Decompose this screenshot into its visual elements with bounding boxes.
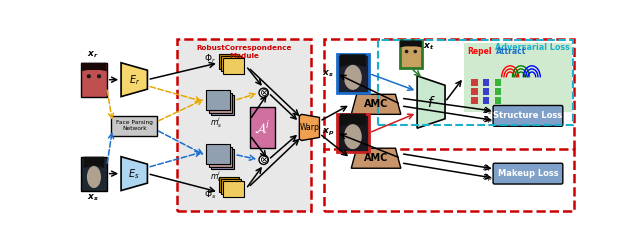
FancyBboxPatch shape bbox=[483, 79, 489, 86]
Circle shape bbox=[97, 74, 101, 78]
Text: Structure Loss: Structure Loss bbox=[493, 111, 563, 120]
Text: $\Phi_r$: $\Phi_r$ bbox=[204, 53, 216, 65]
FancyBboxPatch shape bbox=[209, 147, 232, 167]
Text: Makeup Loss: Makeup Loss bbox=[498, 169, 558, 178]
Text: $\bfit{x}_r$: $\bfit{x}_r$ bbox=[87, 50, 99, 61]
Text: Face Parsing
Network: Face Parsing Network bbox=[116, 120, 153, 131]
Text: Attract: Attract bbox=[496, 47, 527, 56]
Text: $x_r$: $x_r$ bbox=[483, 164, 492, 174]
Text: $m_s^i$: $m_s^i$ bbox=[211, 115, 223, 130]
Text: AMC: AMC bbox=[364, 99, 388, 109]
Polygon shape bbox=[121, 157, 147, 191]
Text: Adversarial Loss: Adversarial Loss bbox=[495, 43, 570, 53]
FancyBboxPatch shape bbox=[211, 149, 234, 169]
Text: $m_r^i$: $m_r^i$ bbox=[211, 169, 222, 184]
FancyBboxPatch shape bbox=[324, 39, 575, 150]
Text: $\bfit{x}_t$: $\bfit{x}_t$ bbox=[423, 42, 435, 52]
FancyBboxPatch shape bbox=[81, 157, 107, 191]
FancyBboxPatch shape bbox=[219, 177, 239, 192]
FancyBboxPatch shape bbox=[111, 116, 157, 136]
Ellipse shape bbox=[344, 65, 362, 90]
Polygon shape bbox=[351, 94, 401, 114]
FancyBboxPatch shape bbox=[472, 97, 477, 104]
Polygon shape bbox=[84, 157, 104, 168]
Text: $\mathcal{A}^i$: $\mathcal{A}^i$ bbox=[254, 119, 271, 136]
Polygon shape bbox=[417, 76, 445, 128]
FancyBboxPatch shape bbox=[483, 97, 489, 104]
FancyBboxPatch shape bbox=[495, 88, 501, 95]
Text: $\bfit{x}_s$: $\bfit{x}_s$ bbox=[323, 68, 334, 79]
Polygon shape bbox=[340, 54, 366, 67]
Circle shape bbox=[86, 74, 91, 78]
Text: $x_s$: $x_s$ bbox=[482, 106, 492, 117]
Text: $E_r$: $E_r$ bbox=[129, 73, 140, 87]
Text: AMC: AMC bbox=[364, 153, 388, 163]
Ellipse shape bbox=[344, 124, 362, 149]
Text: $\bfit{x}_s$: $\bfit{x}_s$ bbox=[87, 192, 99, 203]
FancyBboxPatch shape bbox=[206, 90, 230, 110]
FancyBboxPatch shape bbox=[493, 105, 563, 126]
FancyBboxPatch shape bbox=[223, 58, 244, 74]
Circle shape bbox=[413, 50, 417, 53]
FancyBboxPatch shape bbox=[206, 144, 230, 165]
Text: $\otimes$: $\otimes$ bbox=[259, 154, 269, 165]
FancyBboxPatch shape bbox=[324, 149, 575, 211]
FancyBboxPatch shape bbox=[209, 93, 232, 113]
Polygon shape bbox=[81, 63, 107, 71]
Polygon shape bbox=[340, 114, 366, 126]
FancyBboxPatch shape bbox=[223, 181, 244, 197]
Text: $\otimes$: $\otimes$ bbox=[259, 87, 269, 98]
Polygon shape bbox=[351, 148, 401, 168]
FancyBboxPatch shape bbox=[221, 179, 241, 194]
FancyBboxPatch shape bbox=[493, 163, 563, 184]
Polygon shape bbox=[400, 41, 422, 47]
Text: $E_s$: $E_s$ bbox=[129, 167, 140, 181]
FancyBboxPatch shape bbox=[211, 95, 234, 115]
FancyBboxPatch shape bbox=[400, 41, 422, 68]
FancyBboxPatch shape bbox=[337, 114, 369, 152]
Ellipse shape bbox=[87, 166, 101, 188]
Circle shape bbox=[259, 88, 268, 97]
FancyBboxPatch shape bbox=[495, 79, 501, 86]
Text: $\bfit{x}_p$: $\bfit{x}_p$ bbox=[322, 127, 334, 138]
Text: Repel: Repel bbox=[467, 47, 492, 56]
Circle shape bbox=[404, 50, 408, 53]
FancyBboxPatch shape bbox=[463, 43, 572, 112]
Text: $f$: $f$ bbox=[427, 95, 435, 109]
Text: $x_p$: $x_p$ bbox=[482, 115, 492, 126]
FancyBboxPatch shape bbox=[250, 107, 275, 148]
FancyBboxPatch shape bbox=[221, 56, 241, 71]
FancyBboxPatch shape bbox=[472, 88, 477, 95]
Polygon shape bbox=[121, 63, 147, 97]
Polygon shape bbox=[300, 114, 319, 141]
FancyBboxPatch shape bbox=[483, 88, 489, 95]
FancyBboxPatch shape bbox=[177, 39, 311, 211]
Text: $x_p$: $x_p$ bbox=[482, 173, 492, 184]
FancyBboxPatch shape bbox=[81, 63, 107, 97]
FancyBboxPatch shape bbox=[495, 97, 501, 104]
Text: Warp: Warp bbox=[300, 123, 319, 132]
FancyBboxPatch shape bbox=[337, 54, 369, 93]
FancyBboxPatch shape bbox=[219, 54, 239, 69]
FancyBboxPatch shape bbox=[472, 79, 477, 86]
Circle shape bbox=[259, 155, 268, 165]
Text: RobustCorrespondence
Module: RobustCorrespondence Module bbox=[196, 45, 292, 59]
Text: $\Phi_s$: $\Phi_s$ bbox=[204, 189, 216, 202]
